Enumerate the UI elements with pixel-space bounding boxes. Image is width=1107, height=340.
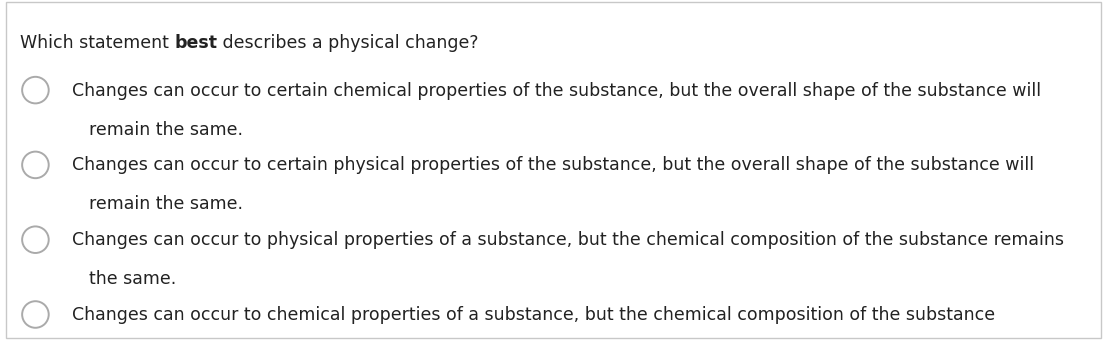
Text: Changes can occur to physical properties of a substance, but the chemical compos: Changes can occur to physical properties… — [72, 231, 1064, 249]
Text: remain the same.: remain the same. — [89, 121, 242, 139]
Text: Changes can occur to chemical properties of a substance, but the chemical compos: Changes can occur to chemical properties… — [72, 306, 995, 324]
Text: Changes can occur to certain physical properties of the substance, but the overa: Changes can occur to certain physical pr… — [72, 156, 1034, 174]
Text: Changes can occur to certain chemical properties of the substance, but the overa: Changes can occur to certain chemical pr… — [72, 82, 1041, 100]
Text: best: best — [174, 34, 217, 52]
FancyBboxPatch shape — [6, 2, 1101, 338]
Text: the same.: the same. — [89, 270, 176, 288]
Text: Which statement: Which statement — [20, 34, 174, 52]
Text: remain the same.: remain the same. — [89, 195, 242, 214]
Text: describes a physical change?: describes a physical change? — [217, 34, 479, 52]
